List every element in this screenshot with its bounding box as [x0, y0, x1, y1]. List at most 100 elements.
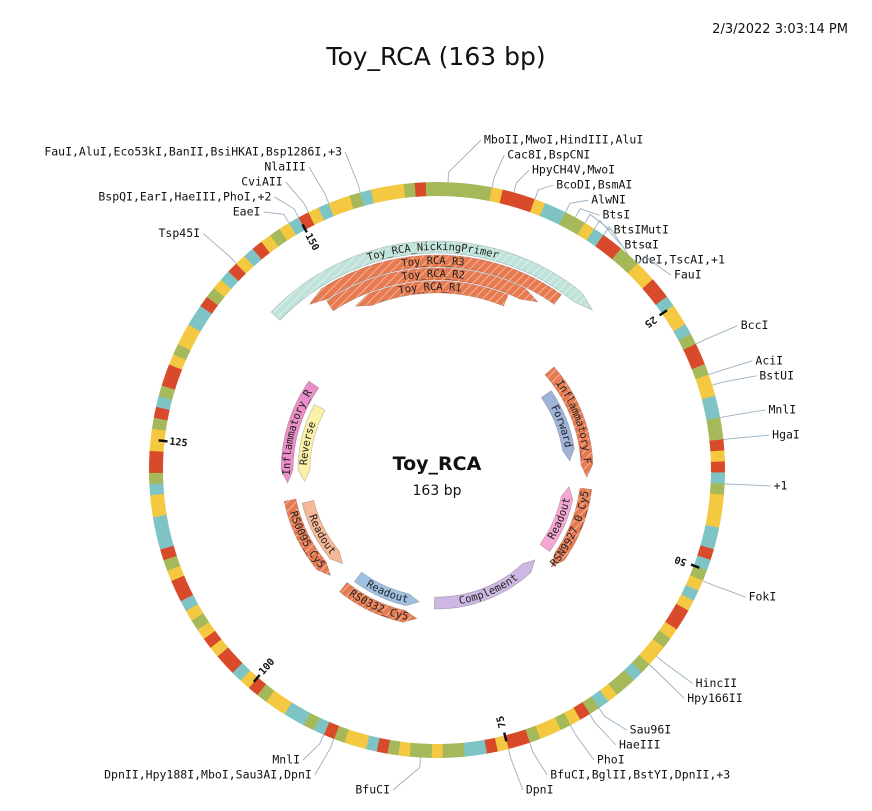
cut-site-leader: [656, 655, 693, 684]
base-segment: [436, 182, 449, 197]
base-segment: [680, 584, 699, 602]
cut-site-leader: [491, 155, 505, 188]
base-segment: [661, 305, 680, 323]
tick-label: 125: [169, 437, 188, 450]
base-segment: [288, 217, 306, 236]
feature-shape: [540, 390, 575, 462]
feature-hatch: [271, 240, 593, 321]
base-segment: [152, 514, 169, 529]
base-segment: [252, 241, 271, 260]
base-segment: [158, 384, 176, 400]
cut-site-label: HaeIII: [619, 738, 661, 752]
base-segment: [420, 743, 432, 758]
cut-site-label: BcoDI,BsmAI: [556, 178, 632, 192]
feature-shape: [280, 380, 320, 484]
base-segment: [697, 545, 714, 561]
cut-site-label: EaeI: [233, 204, 261, 218]
tick-mark: [301, 223, 308, 233]
base-segment: [509, 192, 525, 209]
base-segment: [359, 189, 375, 206]
base-segment: [645, 638, 664, 657]
cut-site-leader: [724, 483, 771, 487]
base-segment: [524, 725, 541, 743]
feature-shape: [301, 499, 343, 565]
base-segment: [344, 729, 360, 747]
tick-mark: [158, 439, 168, 443]
base-segment: [403, 182, 417, 198]
cut-site-label: FokI: [749, 590, 777, 604]
base-segment: [504, 732, 520, 750]
base-segment: [670, 603, 689, 621]
base-segment: [563, 707, 581, 726]
base-segment: [700, 535, 717, 550]
base-segment: [582, 696, 600, 715]
base-segment: [240, 670, 258, 688]
base-segment: [387, 739, 401, 756]
cut-site-leader: [302, 734, 325, 761]
base-segment: [157, 535, 174, 550]
cut-site-leader: [565, 199, 589, 213]
base-segment: [568, 217, 586, 236]
base-segment: [270, 228, 288, 247]
feature-arrow: Toy_RCA_NickingPrimer: [270, 240, 594, 321]
base-segment: [710, 450, 725, 463]
base-segment: [706, 417, 723, 431]
base-segment: [710, 472, 725, 485]
cut-site-label: BtsαI: [624, 238, 659, 252]
cut-site-leader: [723, 434, 770, 440]
base-segment: [514, 729, 530, 747]
base-segment: [414, 182, 427, 197]
feature-hatch: [326, 268, 538, 311]
base-segment: [256, 683, 275, 702]
plasmid-name: Toy_RCA: [393, 453, 482, 475]
base-segment: [349, 192, 365, 209]
base-segment: [155, 395, 173, 410]
cut-site-label: +1: [774, 478, 788, 492]
timestamp: 2/3/2022 3:03:14 PM: [712, 22, 848, 37]
base-segment: [376, 737, 390, 754]
feature-hatch: [355, 281, 509, 307]
base-segment: [185, 603, 204, 621]
base-segment: [431, 743, 443, 758]
cut-site-label: HpyCH4V,MwoI: [532, 163, 615, 177]
base-segment: [698, 384, 716, 400]
base-segment: [573, 702, 590, 721]
feature-label: Complement: [458, 572, 520, 607]
cut-site-label: AciI: [755, 353, 783, 367]
base-segment: [489, 187, 504, 204]
tick-mark: [658, 309, 668, 317]
base-segment: [635, 271, 654, 289]
cut-site-leader: [314, 738, 335, 776]
feature-arcs: Toy_RCA_NickingPrimerToy_RCA_R3Toy_RCA_R…: [270, 240, 594, 623]
base-segment: [586, 228, 604, 247]
base-segment: [708, 493, 724, 507]
base-segment: [203, 630, 222, 648]
base-segment: [370, 187, 385, 204]
base-segment: [709, 482, 725, 496]
base-segment: [167, 565, 185, 582]
cut-site-label: Tsp45I: [159, 226, 201, 240]
cut-site-label: Cac8I,BspCNI: [507, 148, 590, 162]
feature-hatch: [551, 487, 592, 568]
base-segment: [149, 439, 165, 452]
cut-site-label: FauI: [674, 268, 702, 282]
base-segment: [664, 612, 683, 630]
cut-site-leader: [637, 255, 672, 276]
base-segment: [708, 428, 724, 442]
tick-label: 150: [302, 232, 320, 253]
base-segment: [293, 707, 311, 726]
base-segment: [484, 737, 498, 754]
feature-hatch: [284, 498, 331, 576]
base-segment: [284, 702, 301, 721]
cut-site-label: DdeI,TscAI,+1: [635, 253, 725, 267]
base-segment: [409, 742, 422, 758]
base-segment: [457, 182, 471, 198]
base-segment: [274, 696, 292, 715]
cut-site-leader: [308, 166, 330, 204]
base-segment: [279, 222, 297, 241]
cut-site-label: BtsI: [603, 208, 631, 222]
cut-site-leader: [708, 360, 753, 376]
base-segment: [149, 461, 164, 474]
base-segment: [620, 255, 638, 274]
base-segment: [244, 248, 262, 267]
